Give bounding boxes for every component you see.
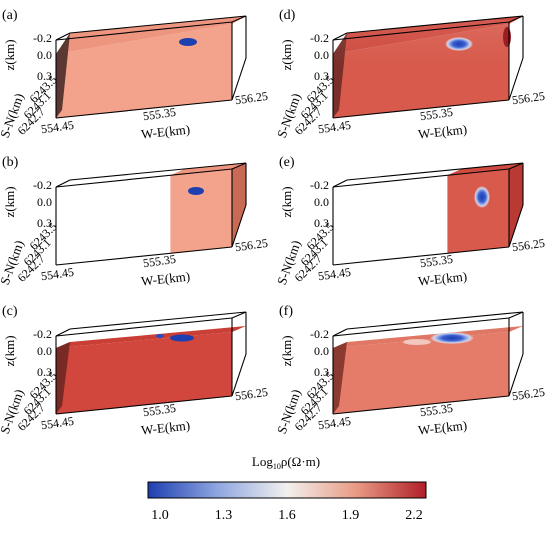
z-tick-2: 0.3 [37,216,52,230]
z-axis-label: z(km) [279,335,294,366]
we-tick-0: 554.45 [317,414,352,432]
colorbar-title: Log10ρ(Ω·m) [252,454,320,471]
colorbar-tick-4: 2.2 [405,508,423,523]
z-tick-0: -0.2 [310,31,329,45]
we-tick-2: 556.25 [234,385,269,403]
anomaly-blob [170,334,194,342]
we-tick-2: 556.25 [234,89,269,107]
model-front-face [447,169,509,254]
z-tick-1: 0.0 [37,344,52,358]
model-top-face [447,163,523,176]
z-tick-0: -0.2 [310,327,329,341]
model-right-face [509,163,523,247]
panel-b: (b)z(km)-0.20.00.36243.56243.16242.7S-N(… [0,155,269,289]
z-axis-label: z(km) [279,186,294,217]
model-front-face [333,332,509,414]
panel-label: (f) [279,304,293,319]
colorbar: Log10ρ(Ω·m) 1.0 1.3 1.6 1.9 2.2 [147,454,427,523]
panel-label: (e) [279,155,295,170]
colorbar-tick-3: 1.9 [342,508,360,523]
colorbar-tick-0: 1.0 [151,508,169,523]
model-top-face [56,326,246,348]
panels-layer: (a)z(km)-0.20.00.36243.56243.16242.7S-N(… [0,8,546,438]
z-tick-2: 0.3 [314,216,329,230]
we-tick-1: 555.35 [419,252,454,270]
model-top-face [333,326,523,348]
edge-highlight [503,27,511,47]
we-tick-1: 555.35 [142,252,177,270]
anomaly-blob [430,332,474,344]
model-right-face [232,163,246,247]
model-front-face [56,332,232,414]
we-axis-label: W-E(km) [140,417,190,437]
model-left-face [56,342,70,414]
we-tick-0: 554.45 [40,118,75,136]
we-tick-2: 556.25 [511,385,546,403]
z-tick-0: -0.2 [33,31,52,45]
colorbar-bar [147,481,427,499]
z-tick-1: 0.0 [37,48,52,62]
we-tick-1: 555.35 [142,401,177,419]
we-tick-0: 554.45 [40,414,75,432]
anomaly-blob [188,187,204,195]
panel-label: (d) [279,8,296,23]
z-tick-0: -0.2 [33,178,52,192]
z-tick-2: 0.3 [37,69,52,83]
model-left-face [333,342,347,414]
z-tick-0: -0.2 [33,327,52,341]
we-tick-1: 555.35 [142,105,177,123]
anomaly-blob [179,38,197,46]
we-tick-0: 554.45 [317,265,352,283]
panel-label: (c) [2,304,18,319]
panel-c: (c)z(km)-0.20.00.36243.56243.16242.7S-N(… [0,304,269,438]
panel-label: (a) [2,8,18,23]
anomaly-blob [445,37,473,51]
colorbar-tick-1: 1.3 [215,508,233,523]
we-axis-label: W-E(km) [417,121,467,141]
we-axis-label: W-E(km) [417,417,467,437]
model-front-face [170,169,232,254]
model-top-face [170,163,246,176]
z-axis-label: z(km) [2,39,17,70]
z-tick-1: 0.0 [314,344,329,358]
z-axis-label: z(km) [2,335,17,366]
we-tick-0: 554.45 [40,265,75,283]
we-tick-2: 556.25 [511,236,546,254]
model-front-face [56,24,232,118]
we-axis-label: W-E(km) [140,121,190,141]
we-tick-1: 555.35 [419,105,454,123]
model-left-face [56,33,70,118]
panel-a: (a)z(km)-0.20.00.36243.56243.16242.7S-N(… [0,8,269,142]
we-tick-2: 556.25 [511,89,546,107]
z-tick-1: 0.0 [37,195,52,209]
anomaly-blob [474,186,490,208]
panel-e: (e)z(km)-0.20.00.36243.56243.16242.7S-N(… [274,155,546,289]
z-axis-label: z(km) [279,39,294,70]
z-tick-1: 0.0 [314,48,329,62]
z-tick-0: -0.2 [310,178,329,192]
we-tick-1: 555.35 [419,401,454,419]
panel-f: (f)z(km)-0.20.00.36243.56243.16242.7S-N(… [274,304,546,438]
z-axis-label: z(km) [2,186,17,217]
we-tick-0: 554.45 [317,118,352,136]
we-axis-label: W-E(km) [140,268,190,288]
z-tick-2: 0.3 [314,69,329,83]
z-tick-2: 0.3 [37,365,52,379]
z-tick-2: 0.3 [314,365,329,379]
panel-label: (b) [2,155,19,170]
panel-d: (d)z(km)-0.20.00.36243.56243.16242.7S-N(… [274,8,546,142]
we-tick-2: 556.25 [234,236,269,254]
we-axis-label: W-E(km) [417,268,467,288]
z-tick-1: 0.0 [314,195,329,209]
colorbar-tick-2: 1.6 [278,508,296,523]
